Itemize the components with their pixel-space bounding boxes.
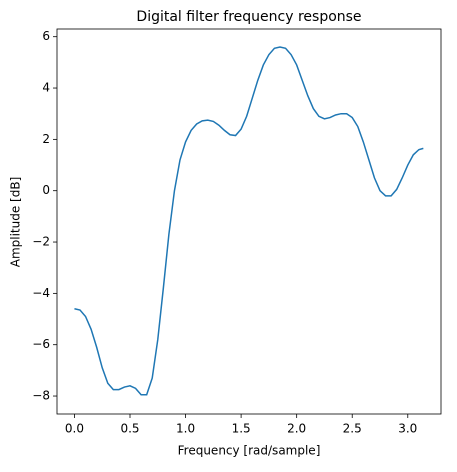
y-tick-label: −8 bbox=[32, 389, 50, 403]
x-tick-label: 2.0 bbox=[287, 422, 306, 436]
chart-title: Digital filter frequency response bbox=[136, 9, 361, 25]
x-tick-label: 0.5 bbox=[120, 422, 139, 436]
line-series bbox=[74, 46, 424, 396]
y-axis-label: Amplitude [dB] bbox=[9, 177, 23, 268]
y-tick-label: −6 bbox=[32, 337, 50, 351]
y-tick-label: 4 bbox=[42, 81, 50, 95]
x-tick-label: 1.0 bbox=[176, 422, 195, 436]
x-tick-label: 1.5 bbox=[232, 422, 251, 436]
y-tick-label: 6 bbox=[42, 29, 50, 43]
x-tick-label: 3.0 bbox=[398, 422, 417, 436]
x-tick-label: 0.0 bbox=[65, 422, 84, 436]
y-tick-label: −4 bbox=[32, 286, 50, 300]
x-tick-label: 2.5 bbox=[343, 422, 362, 436]
axes-frame bbox=[56, 28, 442, 415]
y-tick-label: −2 bbox=[32, 235, 50, 249]
y-tick-label: 2 bbox=[42, 132, 50, 146]
x-axis-label: Frequency [rad/sample] bbox=[178, 444, 321, 458]
y-tick-label: 0 bbox=[42, 183, 50, 197]
